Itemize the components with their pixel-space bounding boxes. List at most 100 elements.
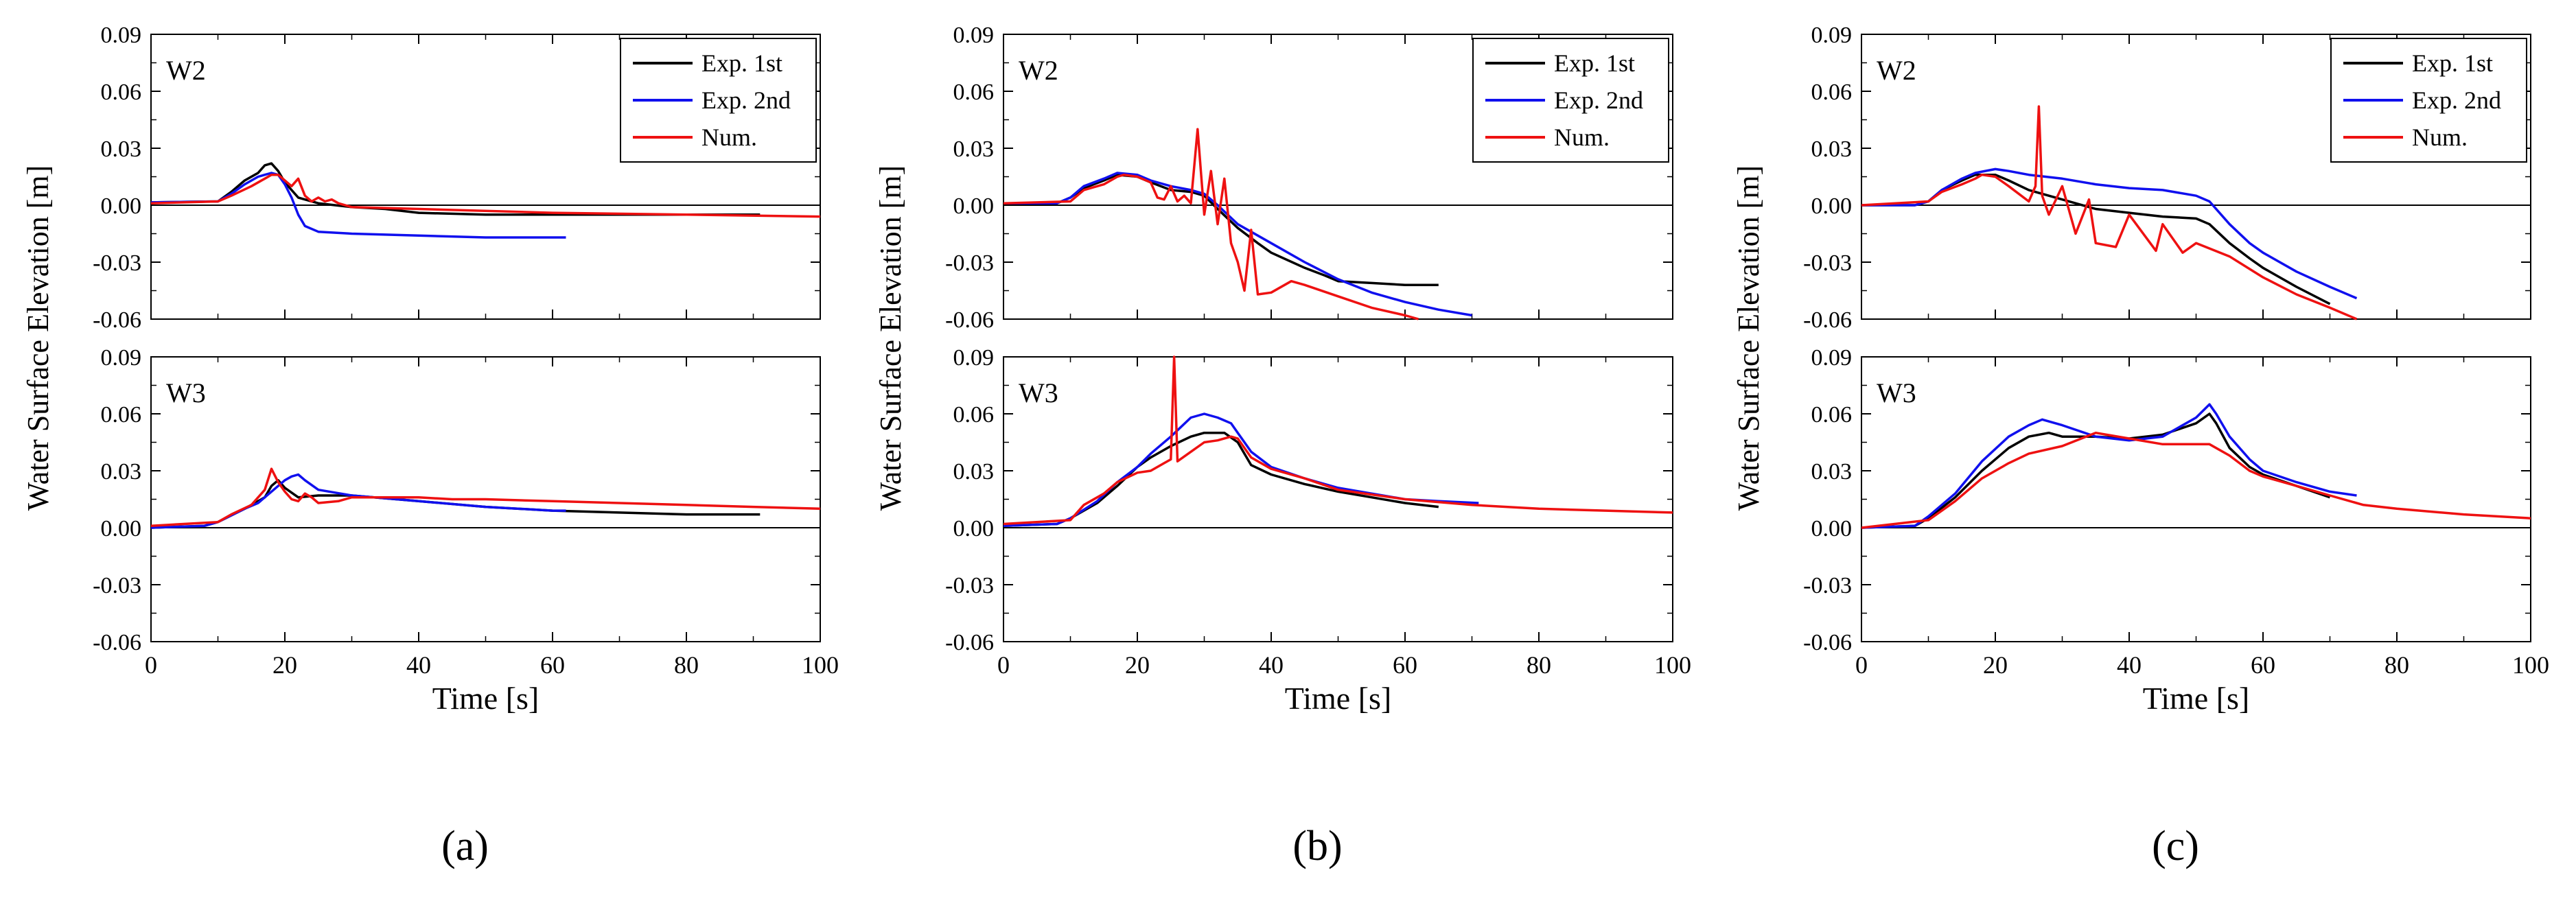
y-tick-label: 0.06 bbox=[1811, 80, 1853, 105]
x-axis-label: Time [s] bbox=[2143, 681, 2250, 716]
panel-labels-layer: (a) (b) (c) bbox=[441, 823, 2199, 869]
legend-label: Exp. 2nd bbox=[2412, 86, 2501, 114]
legend-label: Exp. 1st bbox=[1554, 49, 1635, 77]
x-tick-label: 80 bbox=[1527, 651, 1551, 679]
y-axis-label: Water Surface Elevation [m] bbox=[1732, 165, 1765, 511]
y-tick-label: -0.03 bbox=[945, 250, 994, 276]
y-tick-label: 0.03 bbox=[1811, 137, 1853, 162]
y-tick-label: 0.03 bbox=[953, 459, 995, 484]
station-label: W3 bbox=[166, 377, 206, 408]
station-label: W2 bbox=[166, 55, 206, 86]
y-tick-label: 0.06 bbox=[1811, 402, 1853, 428]
y-tick-label: 0.06 bbox=[953, 80, 995, 105]
x-tick-label: 40 bbox=[406, 651, 431, 679]
panel-label-c: (c) bbox=[2152, 823, 2199, 869]
y-tick-label: 0.00 bbox=[953, 516, 995, 541]
y-axis-label: Water Surface Elevation [m] bbox=[874, 165, 907, 511]
y-tick-label: 0.03 bbox=[101, 137, 142, 162]
legend-label: Exp. 2nd bbox=[1554, 86, 1643, 114]
y-tick-label: 0.00 bbox=[953, 194, 995, 219]
series-line-exp-1st bbox=[1003, 431, 1439, 527]
series-line-exp-2nd bbox=[151, 172, 566, 239]
y-tick-label: 0.09 bbox=[953, 345, 995, 371]
y-tick-label: -0.03 bbox=[945, 573, 994, 598]
legend-label: Num. bbox=[1554, 124, 1610, 151]
x-axis-label: Time [s] bbox=[1285, 681, 1392, 716]
y-tick-label: 0.09 bbox=[101, 345, 142, 371]
x-tick-label: 100 bbox=[2512, 651, 2549, 679]
x-tick-label: 20 bbox=[1983, 651, 2008, 679]
y-axis-label: Water Surface Elevation [m] bbox=[21, 165, 55, 511]
y-tick-label: -0.06 bbox=[1803, 630, 1852, 655]
x-tick-label: 60 bbox=[1393, 651, 1417, 679]
legend-label: Exp. 2nd bbox=[701, 86, 791, 114]
y-tick-label: -0.03 bbox=[93, 250, 141, 276]
y-tick-label: -0.06 bbox=[945, 630, 994, 655]
y-tick-label: -0.03 bbox=[1803, 573, 1852, 598]
series-line-exp-1st bbox=[1003, 173, 1439, 286]
series-line-num bbox=[1861, 105, 2358, 320]
y-tick-label: -0.03 bbox=[93, 573, 141, 598]
y-tick-label: 0.06 bbox=[101, 402, 142, 428]
legend-label: Num. bbox=[2412, 124, 2468, 151]
x-tick-label: 0 bbox=[1855, 651, 1868, 679]
x-tick-label: 60 bbox=[540, 651, 565, 679]
x-tick-label: 100 bbox=[1654, 651, 1691, 679]
x-tick-label: 100 bbox=[802, 651, 839, 679]
chart-b-W3: -0.06 -0.03 0.00 0.03 0.06 0.09 0 20 40 60 80 100 Ti… bbox=[945, 345, 1691, 716]
station-label: W3 bbox=[1019, 377, 1058, 408]
panel-label-b: (b) bbox=[1292, 823, 1342, 869]
legend: Exp. 1st Exp. 2nd Num. bbox=[620, 38, 817, 163]
series-line-num bbox=[1003, 355, 1673, 526]
series-line-num bbox=[151, 173, 820, 218]
legend: Exp. 1st Exp. 2nd Num. bbox=[1472, 38, 1669, 163]
x-tick-label: 60 bbox=[2251, 651, 2275, 679]
series-line-num bbox=[151, 467, 820, 527]
series-line-num bbox=[1003, 128, 1419, 320]
legend: Exp. 1st Exp. 2nd Num. bbox=[2330, 38, 2527, 163]
series-line-exp-1st bbox=[151, 162, 761, 216]
series-line-exp-2nd bbox=[1003, 172, 1472, 317]
y-tick-label: 0.00 bbox=[101, 516, 142, 541]
x-tick-label: 0 bbox=[997, 651, 1010, 679]
y-tick-label: -0.06 bbox=[1803, 307, 1852, 333]
x-tick-label: 80 bbox=[674, 651, 699, 679]
station-label: W3 bbox=[1877, 377, 1916, 408]
y-tick-label: 0.03 bbox=[101, 459, 142, 484]
x-tick-label: 80 bbox=[2384, 651, 2409, 679]
y-tick-label: 0.09 bbox=[101, 23, 142, 48]
x-tick-label: 20 bbox=[272, 651, 297, 679]
chart-c-W3: -0.06 -0.03 0.00 0.03 0.06 0.09 0 20 40 60 80 100 Ti… bbox=[1803, 345, 2549, 716]
legend-label: Exp. 1st bbox=[2412, 49, 2493, 77]
y-tick-label: -0.06 bbox=[945, 307, 994, 333]
y-tick-label: -0.06 bbox=[93, 630, 141, 655]
series-line-num bbox=[1861, 431, 2531, 529]
y-tick-label: 0.09 bbox=[1811, 345, 1853, 371]
x-tick-label: 0 bbox=[145, 651, 157, 679]
chart-a-W3: -0.06 -0.03 0.00 0.03 0.06 0.09 0 20 40 60 80 100 Ti… bbox=[93, 345, 839, 716]
x-axis-label: Time [s] bbox=[432, 681, 539, 716]
legend-label: Exp. 1st bbox=[701, 49, 782, 77]
y-tick-label: 0.00 bbox=[1811, 516, 1853, 541]
station-label: W2 bbox=[1019, 55, 1058, 86]
y-tick-label: -0.06 bbox=[93, 307, 141, 333]
y-tick-label: 0.09 bbox=[953, 23, 995, 48]
series-line-exp-2nd bbox=[1861, 403, 2357, 529]
y-tick-label: 0.03 bbox=[1811, 459, 1853, 484]
series-line-exp-2nd bbox=[1861, 167, 2358, 300]
x-tick-label: 40 bbox=[2117, 651, 2142, 679]
y-tick-label: 0.00 bbox=[1811, 194, 1853, 219]
y-tick-label: 0.09 bbox=[1811, 23, 1853, 48]
x-tick-label: 20 bbox=[1125, 651, 1150, 679]
x-tick-label: 40 bbox=[1259, 651, 1284, 679]
y-tick-label: -0.03 bbox=[1803, 250, 1852, 276]
legend-label: Num. bbox=[701, 124, 757, 151]
y-tick-label: 0.03 bbox=[953, 137, 995, 162]
y-tick-label: 0.00 bbox=[101, 194, 142, 219]
panel-label-a: (a) bbox=[441, 823, 489, 869]
